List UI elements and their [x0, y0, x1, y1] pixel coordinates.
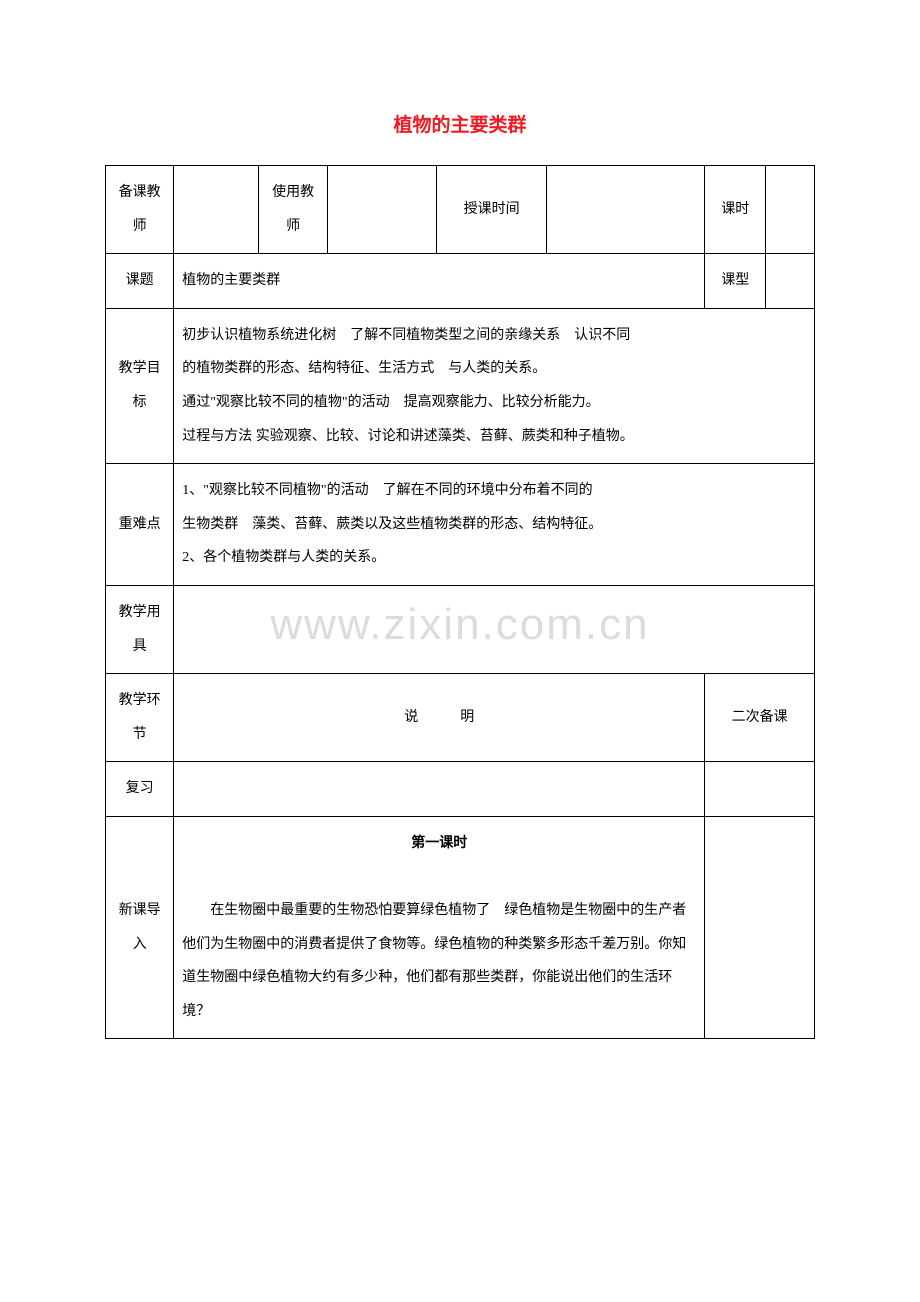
using-teacher-value — [327, 166, 437, 254]
tools-label: 教学用具 — [106, 585, 174, 673]
using-teacher-label: 使用教师 — [259, 166, 327, 254]
type-label: 课型 — [705, 254, 766, 309]
tools-content — [174, 585, 815, 673]
header-row: 备课教师 使用教师 授课时间 课时 — [106, 166, 815, 254]
lesson-plan-table: 备课教师 使用教师 授课时间 课时 课题 植物的主要类群 课型 教学目标 初步认… — [105, 165, 815, 1039]
stages-label: 教学环节 — [106, 674, 174, 762]
topic-row: 课题 植物的主要类群 课型 — [106, 254, 815, 309]
lesson-section-title: 第一课时 — [182, 827, 696, 861]
lesson-label: 新课导入 — [106, 816, 174, 1039]
class-time-label: 授课时间 — [437, 166, 547, 254]
explain-label: 说 明 — [174, 674, 705, 762]
keypoints-row: 重难点 1、"观察比较不同植物"的活动 了解在不同的环境中分布着不同的生物类群 … — [106, 464, 815, 586]
period-value — [766, 166, 815, 254]
lesson-content-cell: 第一课时 在生物圈中最重要的生物恐怕要算绿色植物了 绿色植物是生物圈中的生产者 … — [174, 816, 705, 1039]
keypoints-label: 重难点 — [106, 464, 174, 586]
objectives-label: 教学目标 — [106, 308, 174, 463]
objectives-content: 初步认识植物系统进化树 了解不同植物类型之间的亲缘关系 认识不同的植物类群的形态… — [174, 308, 815, 463]
stages-row: 教学环节 说 明 二次备课 — [106, 674, 815, 762]
table-wrapper: 备课教师 使用教师 授课时间 课时 课题 植物的主要类群 课型 教学目标 初步认… — [105, 165, 815, 1039]
review-secondary — [705, 762, 815, 817]
review-row: 复习 — [106, 762, 815, 817]
review-content — [174, 762, 705, 817]
secondary-label: 二次备课 — [705, 674, 815, 762]
review-label: 复习 — [106, 762, 174, 817]
objectives-row: 教学目标 初步认识植物系统进化树 了解不同植物类型之间的亲缘关系 认识不同的植物… — [106, 308, 815, 463]
prep-teacher-label: 备课教师 — [106, 166, 174, 254]
topic-value: 植物的主要类群 — [174, 254, 705, 309]
class-time-value — [546, 166, 704, 254]
lesson-row: 新课导入 第一课时 在生物圈中最重要的生物恐怕要算绿色植物了 绿色植物是生物圈中… — [106, 816, 815, 1039]
type-value — [766, 254, 815, 309]
period-label: 课时 — [705, 166, 766, 254]
tools-row: 教学用具 — [106, 585, 815, 673]
lesson-secondary — [705, 816, 815, 1039]
lesson-content: 在生物圈中最重要的生物恐怕要算绿色植物了 绿色植物是生物圈中的生产者 他们为生物… — [182, 894, 696, 1028]
page-title: 植物的主要类群 — [105, 110, 815, 137]
prep-teacher-value — [174, 166, 259, 254]
keypoints-content: 1、"观察比较不同植物"的活动 了解在不同的环境中分布着不同的生物类群 藻类、苔… — [174, 464, 815, 586]
topic-label: 课题 — [106, 254, 174, 309]
